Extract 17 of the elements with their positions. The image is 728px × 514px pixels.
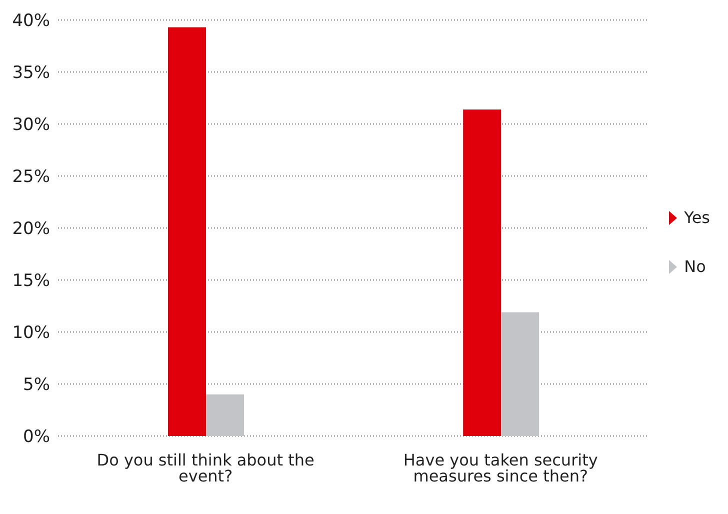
y-tick-label: 15% — [12, 271, 50, 292]
x-tick-label: Have you taken security measures since then? — [403, 450, 598, 486]
y-tick-label: 30% — [12, 115, 50, 136]
x-tick-label: Do you still think about the event? — [96, 450, 314, 486]
y-tick-label: 20% — [12, 219, 50, 240]
bar — [168, 27, 206, 436]
y-tick-label: 40% — [12, 11, 50, 32]
y-tick-label: 0% — [23, 427, 50, 448]
y-tick-label: 25% — [12, 167, 50, 188]
y-tick-label: 5% — [23, 375, 50, 396]
bar — [206, 394, 244, 436]
legend-label: No — [684, 257, 706, 276]
legend-label: Yes — [684, 208, 710, 227]
y-tick-label: 35% — [12, 63, 50, 84]
bar — [501, 312, 540, 436]
bar — [463, 109, 502, 436]
y-tick-label: 10% — [12, 323, 50, 344]
